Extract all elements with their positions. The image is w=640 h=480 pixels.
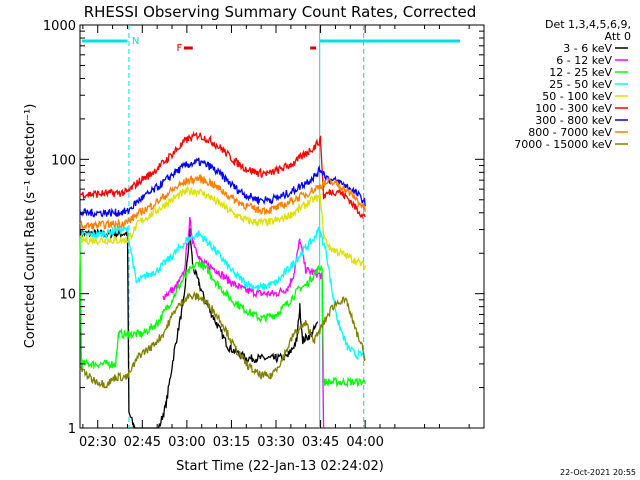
legend-entry-label: 7000 - 15000 keV: [514, 138, 612, 151]
plot-frame: [79, 24, 485, 429]
x-tick-label: 02:45: [124, 435, 161, 450]
series-group: [79, 130, 366, 429]
series-line-4: [79, 185, 366, 270]
reference-markers: NF: [82, 25, 460, 428]
flare-flag-label: F: [176, 43, 182, 54]
legend-entry-label: 25 - 50 keV: [549, 78, 612, 91]
series-line-5: [79, 130, 366, 220]
series-line-6: [79, 157, 366, 218]
series-line-2: [79, 235, 366, 388]
series-line-0: [79, 227, 319, 429]
x-tick-label: 03:45: [302, 435, 339, 450]
series-line-1: [162, 216, 325, 429]
legend-entry-label: 12 - 25 keV: [549, 66, 612, 79]
y-tick-label: 1000: [43, 19, 76, 34]
legend-entry-label: 3 - 6 keV: [563, 42, 612, 55]
legend-entry-label: 300 - 800 keV: [535, 114, 612, 127]
x-tick-label: 04:00: [346, 435, 383, 450]
x-tick-label: 02:30: [79, 435, 116, 450]
chart-title: RHESSI Observing Summary Count Rates, Co…: [84, 3, 477, 21]
x-tick-label: 03:30: [257, 435, 294, 450]
legend-header-line-2: Att 0: [605, 30, 631, 43]
legend-entry-label: 50 - 100 keV: [542, 90, 612, 103]
saa-flag-label: N: [132, 36, 139, 47]
x-axis: 02:30 02:45 03:00 03:15 03:30 03:45 04:00: [79, 25, 470, 450]
y-axis-label: Corrected Count Rate (s⁻¹ detector⁻¹): [23, 104, 38, 349]
y-tick-label: 100: [51, 153, 76, 168]
series-line-7: [79, 174, 366, 231]
y-tick-label: 10: [59, 288, 76, 303]
y-axis: 1 10 100 1000: [43, 19, 484, 437]
legend-header-line-1: Det 1,3,4,5,6,9,: [545, 18, 631, 31]
legend-entry-label: 6 - 12 keV: [556, 54, 612, 67]
x-tick-label: 03:00: [168, 435, 205, 450]
legend-entry-label: 800 - 7000 keV: [528, 126, 612, 139]
footer-timestamp: 22-Oct-2021 20:55: [560, 468, 636, 477]
series-line-8: [79, 291, 366, 389]
x-axis-label: Start Time (22-Jan-13 02:24:02): [176, 459, 384, 474]
y-tick-label: 1: [68, 422, 76, 437]
legend-entry-label: 100 - 300 keV: [535, 102, 612, 115]
x-tick-label: 03:15: [213, 435, 250, 450]
